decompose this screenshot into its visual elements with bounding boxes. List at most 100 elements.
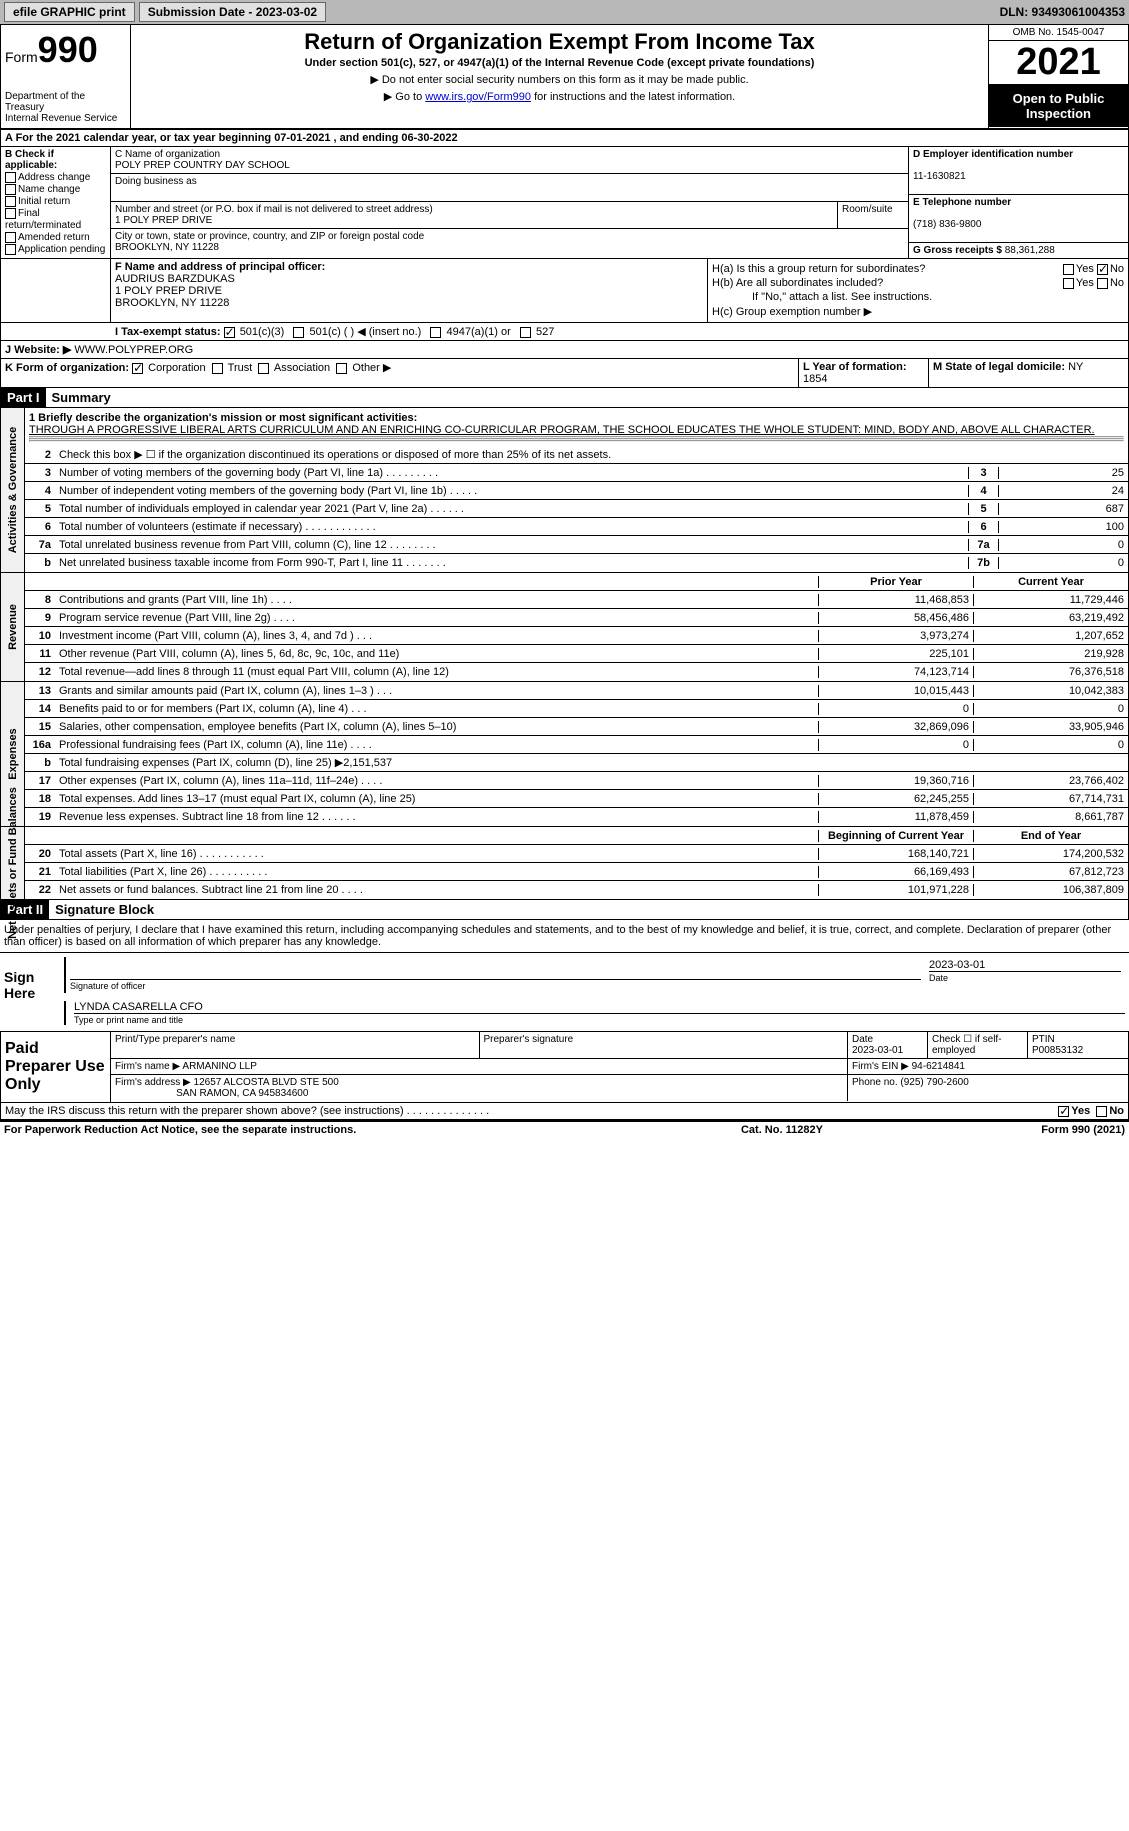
prior-value: 58,456,486 bbox=[818, 612, 973, 624]
prior-value: 11,878,459 bbox=[818, 811, 973, 823]
mission-block: 1 Briefly describe the organization's mi… bbox=[25, 408, 1128, 446]
line-row: 12Total revenue—add lines 8 through 11 (… bbox=[25, 663, 1128, 681]
website-value: WWW.POLYPREP.ORG bbox=[74, 344, 193, 356]
row-i: I Tax-exempt status: 501(c)(3) 501(c) ( … bbox=[0, 323, 1129, 341]
line-row: 18Total expenses. Add lines 13–17 (must … bbox=[25, 790, 1128, 808]
firm-address-2: SAN RAMON, CA 945834600 bbox=[176, 1088, 308, 1099]
current-value: 63,219,492 bbox=[973, 612, 1128, 624]
section-f: F Name and address of principal officer:… bbox=[111, 259, 708, 322]
line-row: 16aProfessional fundraising fees (Part I… bbox=[25, 736, 1128, 754]
org-name: POLY PREP COUNTRY DAY SCHOOL bbox=[115, 160, 290, 171]
net-column-header: Beginning of Current Year End of Year bbox=[25, 827, 1128, 845]
column-header: Prior Year Current Year bbox=[25, 573, 1128, 591]
current-value: 67,714,731 bbox=[973, 793, 1128, 805]
section-b: B Check if applicable: Address change Na… bbox=[1, 147, 111, 258]
check-final[interactable]: Final return/terminated bbox=[5, 208, 106, 230]
prior-value: 10,015,443 bbox=[818, 685, 973, 697]
current-value: 67,812,723 bbox=[973, 866, 1128, 878]
expenses-section: Expenses 13Grants and similar amounts pa… bbox=[0, 682, 1129, 827]
line-row: 13Grants and similar amounts paid (Part … bbox=[25, 682, 1128, 700]
sign-here-label: Sign Here bbox=[0, 953, 60, 1031]
signature-disclaimer: Under penalties of perjury, I declare th… bbox=[0, 920, 1129, 952]
line-value: 687 bbox=[998, 503, 1128, 515]
section-h: H(a) Is this a group return for subordin… bbox=[708, 259, 1128, 322]
current-value: 76,376,518 bbox=[973, 666, 1128, 678]
line-row: 7aTotal unrelated business revenue from … bbox=[25, 536, 1128, 554]
dept-label: Department of the Treasury bbox=[5, 91, 126, 113]
current-value: 0 bbox=[973, 703, 1128, 715]
form-header: Form990 Department of the Treasury Inter… bbox=[0, 24, 1129, 130]
prior-value: 0 bbox=[818, 703, 973, 715]
paid-preparer-block: Paid Preparer Use Only Print/Type prepar… bbox=[0, 1031, 1129, 1103]
prior-value: 0 bbox=[818, 739, 973, 751]
check-name[interactable]: Name change bbox=[5, 184, 106, 195]
page-footer: For Paperwork Reduction Act Notice, see … bbox=[0, 1120, 1129, 1138]
line-row: 10Investment income (Part VIII, column (… bbox=[25, 627, 1128, 645]
line-row: 17Other expenses (Part IX, column (A), l… bbox=[25, 772, 1128, 790]
officer-name: AUDRIUS BARZDUKAS bbox=[115, 273, 235, 285]
omb-label: OMB No. 1545-0047 bbox=[989, 25, 1128, 41]
footer-center: Cat. No. 11282Y bbox=[523, 1124, 1042, 1136]
mission-text: THROUGH A PROGRESSIVE LIBERAL ARTS CURRI… bbox=[29, 424, 1095, 436]
check-pending[interactable]: Application pending bbox=[5, 244, 106, 255]
check-address[interactable]: Address change bbox=[5, 172, 106, 183]
section-bcd: B Check if applicable: Address change Na… bbox=[0, 147, 1129, 259]
line-row: bNet unrelated business taxable income f… bbox=[25, 554, 1128, 572]
line-row: 2Check this box ▶ ☐ if the organization … bbox=[25, 446, 1128, 464]
part-2-header: Part IISignature Block bbox=[0, 900, 1129, 920]
phone-value: (718) 836-9800 bbox=[913, 219, 981, 230]
prior-value: 74,123,714 bbox=[818, 666, 973, 678]
city-address: BROOKLYN, NY 11228 bbox=[115, 242, 219, 253]
current-value: 174,200,532 bbox=[973, 848, 1128, 860]
efile-button[interactable]: efile GRAPHIC print bbox=[4, 2, 135, 22]
check-initial[interactable]: Initial return bbox=[5, 196, 106, 207]
governance-section: Activities & Governance 1 Briefly descri… bbox=[0, 408, 1129, 573]
part-1-header: Part ISummary bbox=[0, 388, 1129, 408]
irs-link[interactable]: www.irs.gov/Form990 bbox=[425, 91, 531, 103]
revenue-section: Revenue Prior Year Current Year 8Contrib… bbox=[0, 573, 1129, 682]
preparer-date: 2023-03-01 bbox=[852, 1045, 903, 1056]
current-value: 219,928 bbox=[973, 648, 1128, 660]
line-row: 15Salaries, other compensation, employee… bbox=[25, 718, 1128, 736]
line-row: 9Program service revenue (Part VIII, lin… bbox=[25, 609, 1128, 627]
prior-value: 3,973,274 bbox=[818, 630, 973, 642]
submission-button[interactable]: Submission Date - 2023-03-02 bbox=[139, 2, 326, 22]
form-number: Form990 bbox=[5, 29, 126, 71]
line-row: 19Revenue less expenses. Subtract line 1… bbox=[25, 808, 1128, 826]
line-row: 21Total liabilities (Part X, line 26) . … bbox=[25, 863, 1128, 881]
prior-value: 66,169,493 bbox=[818, 866, 973, 878]
prior-value: 62,245,255 bbox=[818, 793, 973, 805]
current-value: 10,042,383 bbox=[973, 685, 1128, 697]
ptin-value: P00853132 bbox=[1032, 1045, 1083, 1056]
prior-value: 32,869,096 bbox=[818, 721, 973, 733]
footer-right: Form 990 (2021) bbox=[1041, 1124, 1125, 1136]
line-value: 24 bbox=[998, 485, 1128, 497]
line-row: 3Number of voting members of the governi… bbox=[25, 464, 1128, 482]
sign-date: 2023-03-01 bbox=[929, 959, 1121, 971]
check-amended[interactable]: Amended return bbox=[5, 232, 106, 243]
net-assets-section: Net Assets or Fund Balances Beginning of… bbox=[0, 827, 1129, 900]
sidebar-revenue: Revenue bbox=[1, 573, 25, 681]
line-row: 22Net assets or fund balances. Subtract … bbox=[25, 881, 1128, 899]
line-value: 0 bbox=[998, 539, 1128, 551]
section-fgh: F Name and address of principal officer:… bbox=[0, 259, 1129, 323]
sidebar-governance: Activities & Governance bbox=[1, 408, 25, 572]
current-value: 8,661,787 bbox=[973, 811, 1128, 823]
current-value: 1,207,652 bbox=[973, 630, 1128, 642]
line-row: 4Number of independent voting members of… bbox=[25, 482, 1128, 500]
prior-value: 101,971,228 bbox=[818, 884, 973, 896]
current-value: 0 bbox=[973, 739, 1128, 751]
line-row: 8Contributions and grants (Part VIII, li… bbox=[25, 591, 1128, 609]
line-value: 100 bbox=[998, 521, 1128, 533]
current-value: 33,905,946 bbox=[973, 721, 1128, 733]
line-row: 5Total number of individuals employed in… bbox=[25, 500, 1128, 518]
discuss-row: May the IRS discuss this return with the… bbox=[0, 1103, 1129, 1120]
sign-here-block: Sign Here Signature of officer 2023-03-0… bbox=[0, 952, 1129, 1031]
row-k: K Form of organization: Corporation Trus… bbox=[0, 359, 1129, 388]
line-value: 25 bbox=[998, 467, 1128, 479]
preparer-label: Paid Preparer Use Only bbox=[1, 1032, 111, 1102]
gross-receipts: 88,361,288 bbox=[1005, 245, 1055, 256]
prior-value: 168,140,721 bbox=[818, 848, 973, 860]
form-title: Return of Organization Exempt From Incom… bbox=[135, 29, 984, 55]
street-address: 1 POLY PREP DRIVE bbox=[115, 215, 212, 226]
